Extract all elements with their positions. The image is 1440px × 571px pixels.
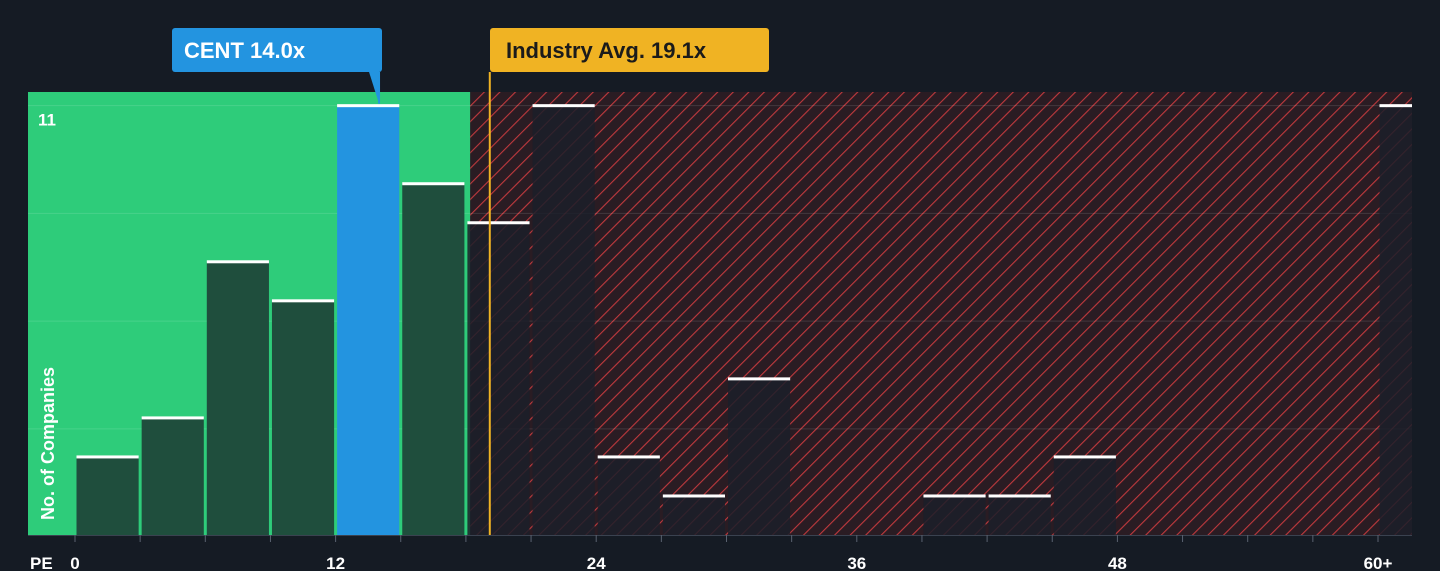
- company-callout-label: CENT 14.0x: [184, 38, 306, 63]
- x-tick-label: 0: [70, 554, 79, 571]
- bar-cap: [141, 416, 204, 420]
- bar-cap: [76, 455, 139, 459]
- bar[interactable]: [76, 456, 139, 535]
- bar-cap: [597, 455, 660, 459]
- bar[interactable]: [337, 105, 400, 535]
- bar-cap: [988, 494, 1051, 498]
- bar[interactable]: [467, 222, 530, 536]
- bar-cap: [532, 104, 595, 108]
- bar-cap: [662, 494, 725, 498]
- bar[interactable]: [662, 495, 725, 535]
- bar-cap: [402, 182, 465, 186]
- company-callout-box: [172, 28, 382, 72]
- x-tick-label: 48: [1108, 554, 1127, 571]
- bar[interactable]: [1053, 456, 1116, 535]
- bar-cap: [467, 221, 530, 225]
- bar-cap: [337, 104, 400, 108]
- x-tick-label: 24: [587, 554, 606, 571]
- y-tick-label: 11: [38, 111, 56, 130]
- bar[interactable]: [271, 300, 335, 535]
- bar[interactable]: [141, 417, 204, 535]
- bar[interactable]: [1379, 105, 1413, 535]
- bar-cap: [1053, 455, 1116, 459]
- industry-callout-label: Industry Avg. 19.1x: [506, 38, 707, 63]
- bar[interactable]: [923, 495, 986, 535]
- y-axis-title: No. of Companies: [38, 367, 58, 520]
- company-callout-pointer: [369, 72, 380, 104]
- bar-cap: [271, 299, 335, 303]
- bar[interactable]: [728, 378, 791, 535]
- x-tick-label: 12: [326, 554, 345, 571]
- x-axis-title: PE: [30, 554, 53, 571]
- bar-cap: [1379, 104, 1412, 108]
- bar[interactable]: [206, 261, 269, 535]
- bar-cap: [728, 377, 791, 381]
- x-tick-label: 36: [847, 554, 866, 571]
- x-tick-label: 60+: [1364, 554, 1393, 571]
- bar-cap: [206, 260, 269, 264]
- bar[interactable]: [597, 456, 660, 535]
- bar[interactable]: [988, 495, 1051, 535]
- bar[interactable]: [532, 105, 595, 535]
- bar-cap: [923, 494, 986, 498]
- industry-callout-box: [490, 28, 769, 72]
- bar[interactable]: [402, 183, 465, 535]
